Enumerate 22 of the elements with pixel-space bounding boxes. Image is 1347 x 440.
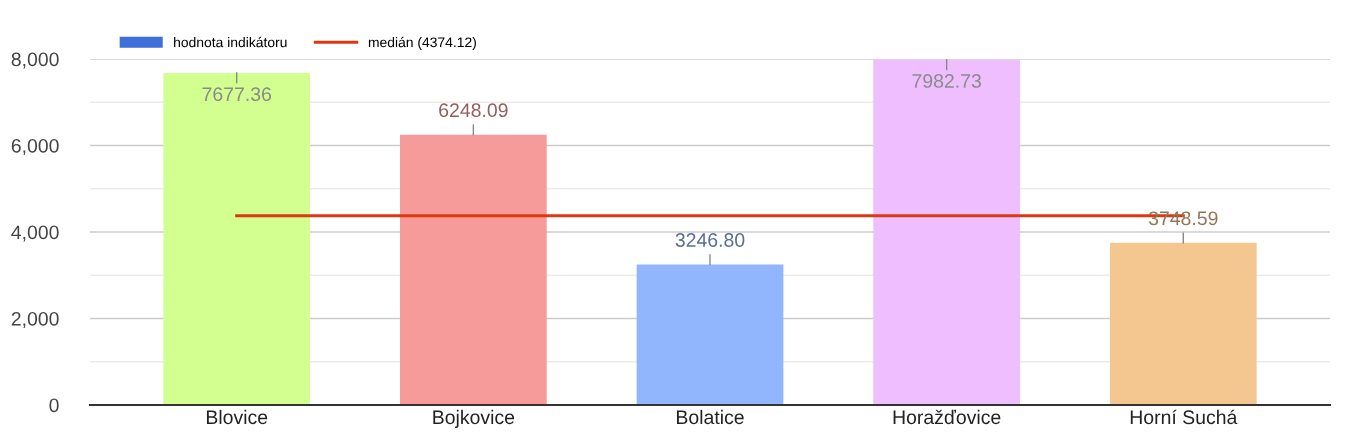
x-tick-label: Horní Suchá: [1130, 409, 1238, 425]
data-label: 3748.59: [1148, 211, 1218, 226]
data-label: 3246.80: [675, 233, 745, 247]
bar: [163, 72, 311, 405]
bar: [400, 134, 547, 405]
y-tick-label: 8,000: [11, 52, 59, 69]
bar: [1109, 242, 1257, 405]
legend-label: medián (4374.12): [368, 36, 476, 50]
x-tick-label: Bolatice: [677, 409, 744, 425]
data-label: 7677.36: [202, 87, 272, 102]
x-tick-label: Blovice: [206, 409, 268, 425]
y-tick-label: 6,000: [11, 138, 59, 156]
data-label: 6248.09: [439, 103, 508, 118]
x-tick-label: Horažďovice: [893, 409, 1001, 425]
y-tick-label: 4,000: [11, 225, 59, 242]
series-label: hodnota indikátoru: [174, 36, 287, 48]
data-label: 7982.73: [912, 74, 981, 88]
bar: [636, 264, 784, 405]
bar: [873, 59, 1020, 405]
y-tick-label: 2,000: [11, 311, 59, 329]
x-tick-label: Bojkovice: [433, 409, 515, 428]
y-tick-label: 0: [49, 398, 59, 413]
